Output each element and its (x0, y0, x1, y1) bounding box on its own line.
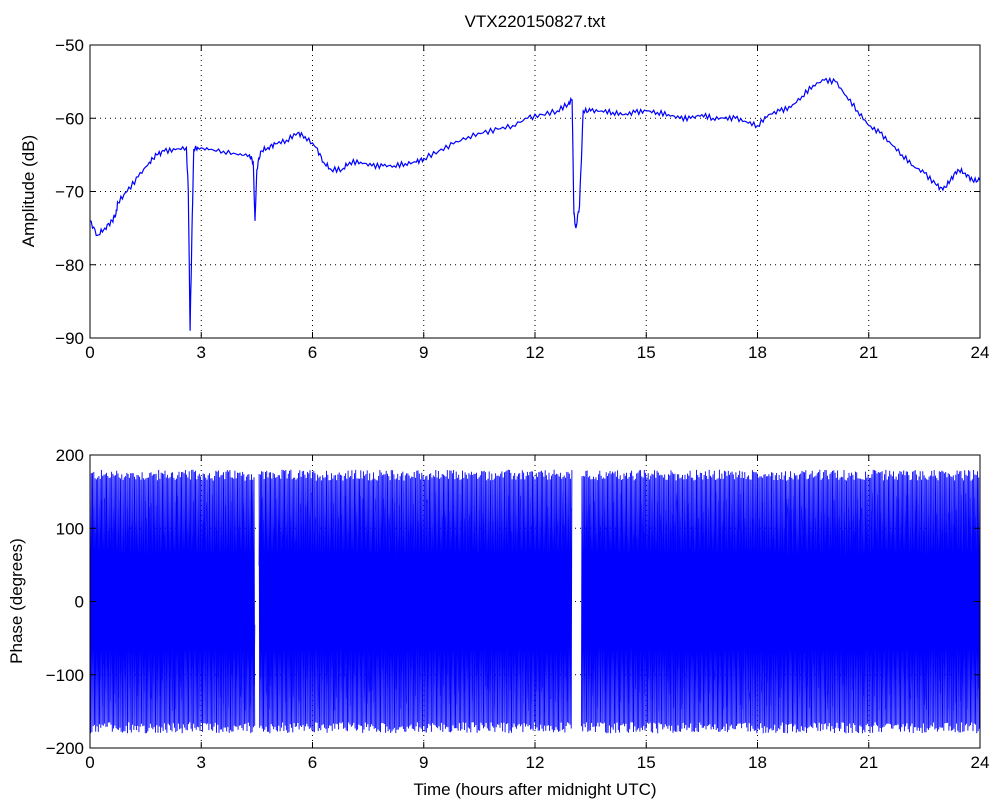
amplitude-y-tick-label: −50 (55, 36, 84, 55)
phase-x-tick-label: 24 (971, 753, 990, 772)
phase-y-tick-label: 200 (56, 446, 84, 465)
amplitude-panel: VTX220150827.txt 0 3 6 9 12 15 18 21 24 −90 −80 −7… (19, 12, 989, 362)
phase-x-label: Time (hours after midnight UTC) (413, 780, 656, 799)
amplitude-grid (90, 45, 980, 338)
chart-title: VTX220150827.txt (465, 12, 606, 31)
phase-y-tick-label: −200 (46, 739, 84, 758)
amplitude-y-label: Amplitude (dB) (19, 135, 38, 247)
amplitude-y-tick-label: −90 (55, 329, 84, 348)
amplitude-y-tick-label: −70 (55, 183, 84, 202)
amplitude-x-tick-label: 12 (526, 343, 545, 362)
phase-panel: 0 3 6 9 12 15 18 21 24 −200 −100 0 100 200 Phase (de… (7, 446, 989, 799)
phase-x-tick-label: 21 (859, 753, 878, 772)
phase-series-texture (90, 491, 980, 711)
amplitude-series-line (89, 76, 981, 331)
amplitude-y-tick-label: −80 (55, 256, 84, 275)
phase-x-tick-label: 15 (637, 753, 656, 772)
phase-x-tick-label: 18 (748, 753, 767, 772)
amplitude-x-tick-label: 6 (308, 343, 317, 362)
phase-y-tick-label: −100 (46, 666, 84, 685)
amplitude-x-tick-label: 15 (637, 343, 656, 362)
phase-x-tick-label: 6 (308, 753, 317, 772)
phase-series (89, 469, 981, 734)
phase-x-tick-label: 0 (85, 753, 94, 772)
amplitude-x-ticks: 0 3 6 9 12 15 18 21 24 (85, 45, 989, 362)
phase-x-ticks: 0 3 6 9 12 15 18 21 24 (85, 455, 989, 772)
phase-y-ticks: −200 −100 0 100 200 (46, 446, 980, 758)
amplitude-x-tick-label: 3 (197, 343, 206, 362)
phase-y-tick-label: 0 (75, 593, 84, 612)
amplitude-y-tick-label: −60 (55, 109, 84, 128)
amplitude-x-tick-label: 18 (748, 343, 767, 362)
phase-x-tick-label: 9 (419, 753, 428, 772)
amplitude-x-tick-label: 0 (85, 343, 94, 362)
phase-x-tick-label: 12 (526, 753, 545, 772)
phase-x-tick-label: 3 (197, 753, 206, 772)
amplitude-axes-box (89, 44, 981, 339)
phase-y-label: Phase (degrees) (7, 538, 26, 664)
amplitude-x-tick-label: 24 (971, 343, 990, 362)
amplitude-x-tick-label: 21 (859, 343, 878, 362)
phase-axes-box (89, 454, 981, 749)
amplitude-x-tick-label: 9 (419, 343, 428, 362)
amplitude-y-ticks: −90 −80 −70 −60 −50 (55, 36, 980, 348)
phase-y-tick-label: 100 (56, 519, 84, 538)
